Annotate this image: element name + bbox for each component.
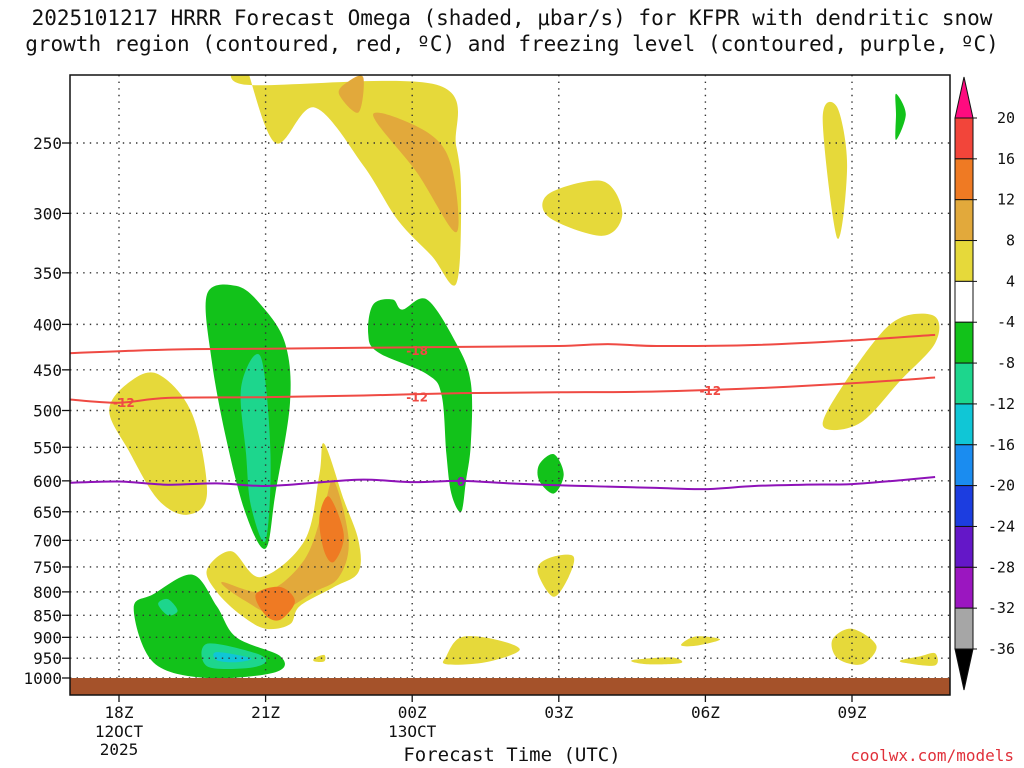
contour-label: 0 [457, 475, 465, 489]
colorbar-label: 12 [997, 191, 1015, 209]
y-tick-label: 450 [33, 361, 62, 380]
colorbar-label: -36 [988, 640, 1015, 658]
colorbar-segment [954, 607, 974, 650]
y-tick-label: 800 [33, 583, 62, 602]
colorbar-label: -24 [988, 517, 1015, 535]
y-tick-label: 550 [33, 438, 62, 457]
credit-text[interactable]: coolwx.com/models [850, 746, 1014, 765]
y-tick-label: 900 [33, 628, 62, 647]
omega-region [158, 598, 178, 616]
y-tick-label: 750 [33, 558, 62, 577]
plot-frame [69, 74, 951, 696]
omega-region [681, 636, 721, 647]
colorbar-segment [954, 403, 974, 446]
colorbar-label: -28 [988, 558, 1015, 576]
y-tick-label: 1000 [23, 669, 62, 688]
colorbar-label: 16 [997, 150, 1015, 168]
omega-region [537, 453, 564, 494]
colorbar-top-arrow [954, 76, 974, 119]
colorbar-label: -4 [997, 313, 1015, 331]
y-tick-label: 500 [33, 402, 62, 421]
x-tick-label: 18Z [105, 703, 134, 722]
y-tick-label: 350 [33, 264, 62, 283]
y-axis-ticks: 250 300 350 400 450 500 550 600 650 700 750 800 850 9… [23, 134, 70, 688]
y-tick-label: 600 [33, 472, 62, 491]
colorbar-label: 4 [1006, 272, 1015, 290]
y-tick-label: 250 [33, 134, 62, 153]
omega-region [319, 496, 344, 563]
colorbar-segment [954, 321, 974, 364]
omega-region [338, 75, 364, 113]
colorbar-segment [954, 444, 974, 487]
y-tick-label: 400 [33, 315, 62, 334]
colorbar-segment [954, 158, 974, 201]
x-tick-label: 21Z [251, 703, 280, 722]
omega-region [822, 313, 940, 431]
colorbar-legend: 20 16 12 8 4 -4 -8 -12 -16 -20 -24 -28 -32 -36 [954, 76, 1015, 691]
x-tick-label: 09Z [838, 703, 867, 722]
x-tick-date: 12OCT [95, 722, 144, 741]
omega-region [631, 657, 683, 665]
omega-shading-layer [109, 75, 940, 679]
omega-region [442, 636, 520, 665]
omega-region [368, 298, 473, 513]
omega-region [213, 652, 252, 663]
colorbar-segment [954, 117, 974, 160]
colorbar-label: -32 [988, 599, 1015, 617]
omega-region [537, 554, 575, 597]
grid-lines [70, 75, 950, 695]
colorbar-segment [954, 525, 974, 568]
chart-title-line-1: 2025101217 HRRR Forecast Omega (shaded, … [31, 6, 993, 30]
colorbar-segment [954, 362, 974, 405]
omega-region [895, 93, 906, 140]
omega-region [255, 586, 295, 621]
colorbar-label: 8 [1006, 232, 1015, 250]
x-tick-date: 13OCT [388, 722, 437, 741]
ground-band [70, 678, 950, 695]
omega-region [899, 652, 938, 666]
y-tick-label: 950 [33, 649, 62, 668]
omega-region [313, 654, 326, 663]
isotherm-line [70, 333, 936, 355]
x-tick-label: 03Z [544, 703, 573, 722]
chart-title-line-2: growth region (contoured, red, ºC) and f… [25, 32, 999, 56]
omega-region [221, 479, 349, 614]
colorbar-segment [954, 566, 974, 609]
y-tick-label: 700 [33, 531, 62, 550]
omega-region [542, 180, 623, 236]
colorbar-segment [954, 280, 974, 323]
contour-label: -12 [699, 384, 721, 398]
contour-label: -12 [113, 396, 135, 410]
colorbar-segment [954, 240, 974, 282]
x-axis-label: Forecast Time (UTC) [403, 744, 621, 766]
isotherm-line [70, 376, 936, 404]
colorbar-label: -8 [997, 354, 1015, 372]
x-tick-label: 00Z [398, 703, 427, 722]
y-tick-label: 850 [33, 606, 62, 625]
colorbar-label: -12 [988, 395, 1015, 413]
colorbar-label: 20 [997, 109, 1015, 127]
colorbar-label: -16 [988, 436, 1015, 454]
contour-label: -12 [406, 391, 428, 405]
y-tick-label: 650 [33, 503, 62, 522]
colorbar-segment [954, 485, 974, 527]
contour-labels: -12 -18 -12 -12 0 [113, 344, 721, 489]
colorbar-bottom-arrow [954, 648, 974, 691]
isotherm-lines [70, 333, 936, 491]
colorbar-label: -20 [988, 477, 1015, 495]
ground-layer [70, 678, 950, 695]
contour-label: -18 [406, 344, 428, 358]
omega-region [109, 372, 208, 515]
x-tick-label: 06Z [691, 703, 720, 722]
y-tick-label: 300 [33, 204, 62, 223]
x-tick-year: 2025 [100, 740, 139, 759]
omega-region [822, 101, 848, 239]
colorbar-segment [954, 199, 974, 242]
freezing-level-line [70, 476, 936, 491]
omega-region [831, 628, 877, 665]
